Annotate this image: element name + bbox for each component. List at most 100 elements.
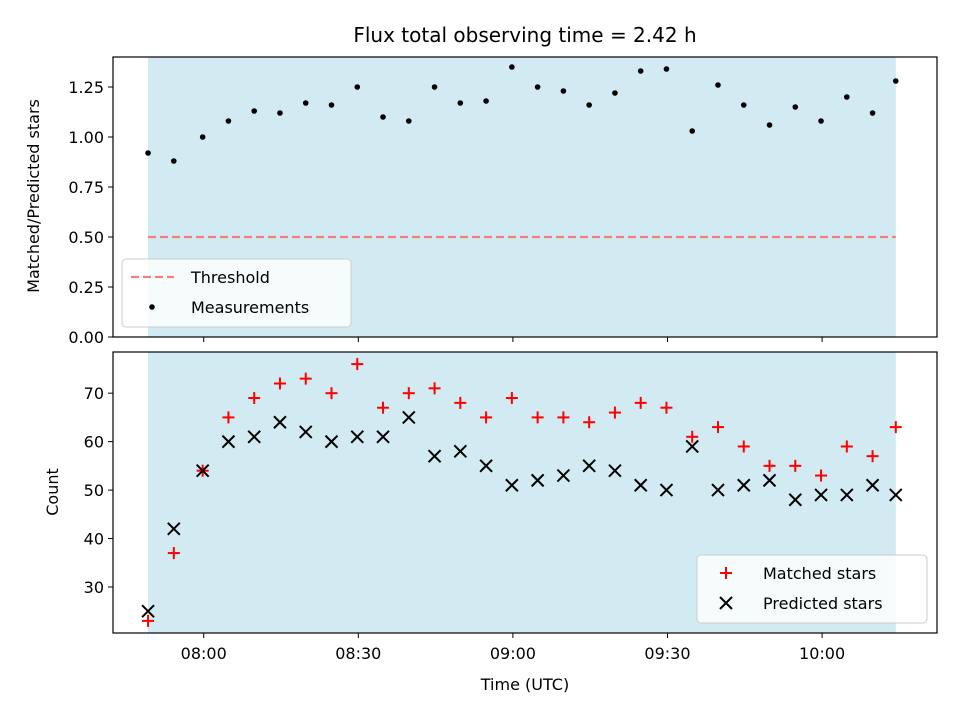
predicted-star-point xyxy=(427,449,442,463)
predicted-star-point xyxy=(633,478,648,492)
ratio-y-tick-label: 0.50 xyxy=(68,228,104,247)
predicted-star-d2 xyxy=(453,444,468,459)
x-tick-label: 08:30 xyxy=(335,644,381,663)
predicted-star-point xyxy=(376,430,390,444)
x-axis-label: Time (UTC) xyxy=(480,675,569,694)
predicted-star-d2 xyxy=(814,488,828,502)
predicted-star-point xyxy=(814,488,828,502)
matched-star-point xyxy=(583,416,596,429)
measurement-point xyxy=(199,134,206,140)
predicted-star-d2 xyxy=(737,478,751,492)
count-legend-box xyxy=(696,554,928,624)
matched-star-point xyxy=(351,358,364,371)
predicted-star-point xyxy=(141,604,155,618)
predicted-star-point xyxy=(350,430,364,444)
ratio-y-tick-label: 1.25 xyxy=(68,78,104,97)
count-y-tick-label: 50 xyxy=(84,481,104,500)
predicted-star-d2 xyxy=(427,449,442,463)
measurement-point xyxy=(145,150,151,156)
matched-star-point xyxy=(325,387,338,400)
matched-star-point xyxy=(402,387,415,400)
measurement-point xyxy=(560,88,567,94)
predicted-star-point xyxy=(762,473,777,488)
predicted-star-point xyxy=(582,459,596,473)
measurement-point xyxy=(251,108,257,114)
predicted-star-d2 xyxy=(350,430,364,444)
predicted-star-point xyxy=(247,430,261,444)
ratio-legend: Threshold Measurements xyxy=(121,258,352,328)
measurement-point xyxy=(225,118,232,124)
measurement-point xyxy=(405,118,412,124)
legend-measurements-label: Measurements xyxy=(191,298,309,317)
predicted-star-point xyxy=(402,410,416,425)
measurement-point xyxy=(509,64,515,70)
predicted-star-point xyxy=(711,483,725,497)
predicted-star-point xyxy=(659,483,674,497)
predicted-star-point xyxy=(167,522,181,536)
x-tick-label: 08:00 xyxy=(181,644,227,663)
predicted-star-d2 xyxy=(608,463,622,478)
measurement-point xyxy=(844,94,850,100)
predicted-star-point xyxy=(505,478,519,492)
ratio-y-tick-label: 0.25 xyxy=(68,278,104,297)
measurement-point xyxy=(171,158,177,164)
matched-star-point xyxy=(815,469,828,482)
predicted-star-d2 xyxy=(479,459,493,473)
matched-star-point xyxy=(737,440,750,453)
predicted-star-point xyxy=(685,439,699,454)
matched-star-point xyxy=(711,421,724,434)
measurement-point xyxy=(818,118,824,124)
matched-star-point xyxy=(889,421,902,434)
predicted-star-d2 xyxy=(247,430,261,444)
matched-star-point xyxy=(377,401,390,414)
matched-star-point xyxy=(505,392,518,405)
count-y-tick-label: 40 xyxy=(84,530,104,549)
count-legend: Matched stars Predicted stars xyxy=(696,554,928,624)
matched-star-point xyxy=(531,411,544,424)
ratio-y-tick-label: 0.00 xyxy=(68,328,104,347)
predicted-star-d2 xyxy=(840,488,854,502)
predicted-star-d2 xyxy=(221,434,236,449)
matched-star-point xyxy=(454,396,467,409)
matched-star-point xyxy=(248,392,261,405)
matched-star-point xyxy=(634,396,647,409)
matched-star-point xyxy=(480,411,493,424)
predicted-star-point xyxy=(453,444,468,459)
measurement-point xyxy=(586,102,592,108)
legend-matched-label: Matched stars xyxy=(763,564,876,583)
predicted-star-d2 xyxy=(788,493,802,507)
predicted-star-d2 xyxy=(582,459,596,473)
predicted-star-d2 xyxy=(299,425,313,439)
predicted-star-d2 xyxy=(685,439,699,454)
matched-star-point xyxy=(299,372,312,385)
measurement-point xyxy=(302,100,309,106)
measurement-point xyxy=(354,84,361,90)
predicted-star-d2 xyxy=(141,604,155,618)
count-plot-frame xyxy=(112,351,938,634)
predicted-star-d2 xyxy=(324,434,339,449)
predicted-star-d2 xyxy=(273,415,287,429)
predicted-star-d2 xyxy=(505,478,519,492)
predicted-star-d2 xyxy=(659,483,674,497)
count-y-tick-label: 70 xyxy=(84,384,104,403)
ratio-y-tick-label: 1.00 xyxy=(68,128,104,147)
matched-star-point xyxy=(763,459,776,472)
predicted-star-d2 xyxy=(402,410,416,425)
matched-star-point xyxy=(428,382,441,395)
predicted-star-point xyxy=(788,493,802,507)
measurement-point xyxy=(457,100,464,106)
count-y-tick-label: 30 xyxy=(84,578,104,597)
predicted-star-d2 xyxy=(889,488,903,502)
legend-measurements-swatch xyxy=(149,304,155,310)
ratio-plot-frame xyxy=(112,56,938,338)
chart-title: Flux total observing time = 2.42 h xyxy=(353,23,696,47)
count-y-axis-label: Count xyxy=(43,468,62,516)
legend-threshold-label: Threshold xyxy=(190,268,270,287)
ratio-legend-box xyxy=(121,258,352,328)
measurement-point xyxy=(534,84,541,90)
x-tick-label: 10:00 xyxy=(799,644,845,663)
predicted-star-d2 xyxy=(711,483,725,497)
matched-star-point xyxy=(789,459,802,472)
matched-star-point xyxy=(273,377,286,390)
